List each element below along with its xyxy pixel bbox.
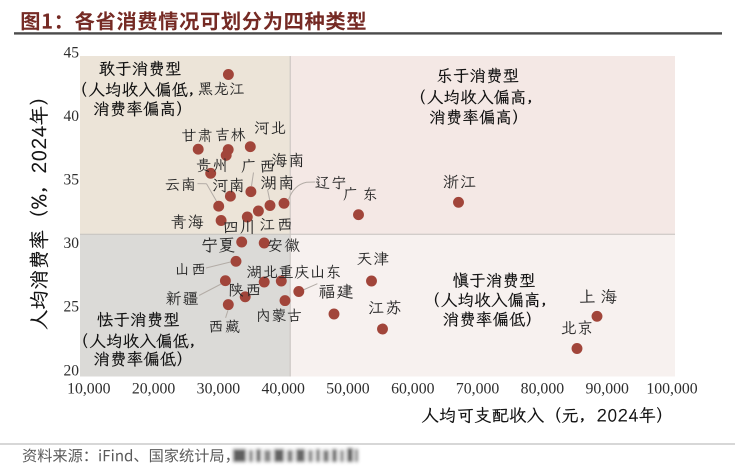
svg-text:50,000: 50,000 (326, 381, 370, 398)
svg-text:30,000: 30,000 (197, 381, 241, 398)
svg-text:40: 40 (64, 108, 80, 125)
svg-text:40,000: 40,000 (261, 381, 305, 398)
svg-text:20: 20 (64, 363, 80, 380)
svg-text:70,000: 70,000 (456, 381, 500, 398)
svg-text:30: 30 (64, 235, 80, 252)
svg-text:25: 25 (64, 299, 80, 316)
svg-text:10,000: 10,000 (67, 381, 111, 398)
svg-text:60,000: 60,000 (391, 381, 435, 398)
svg-text:80,000: 80,000 (521, 381, 565, 398)
svg-text:100,000: 100,000 (646, 381, 697, 398)
svg-text:20,000: 20,000 (132, 381, 176, 398)
svg-text:90,000: 90,000 (585, 381, 629, 398)
svg-text:35: 35 (64, 172, 80, 189)
svg-text:45: 45 (64, 45, 80, 62)
